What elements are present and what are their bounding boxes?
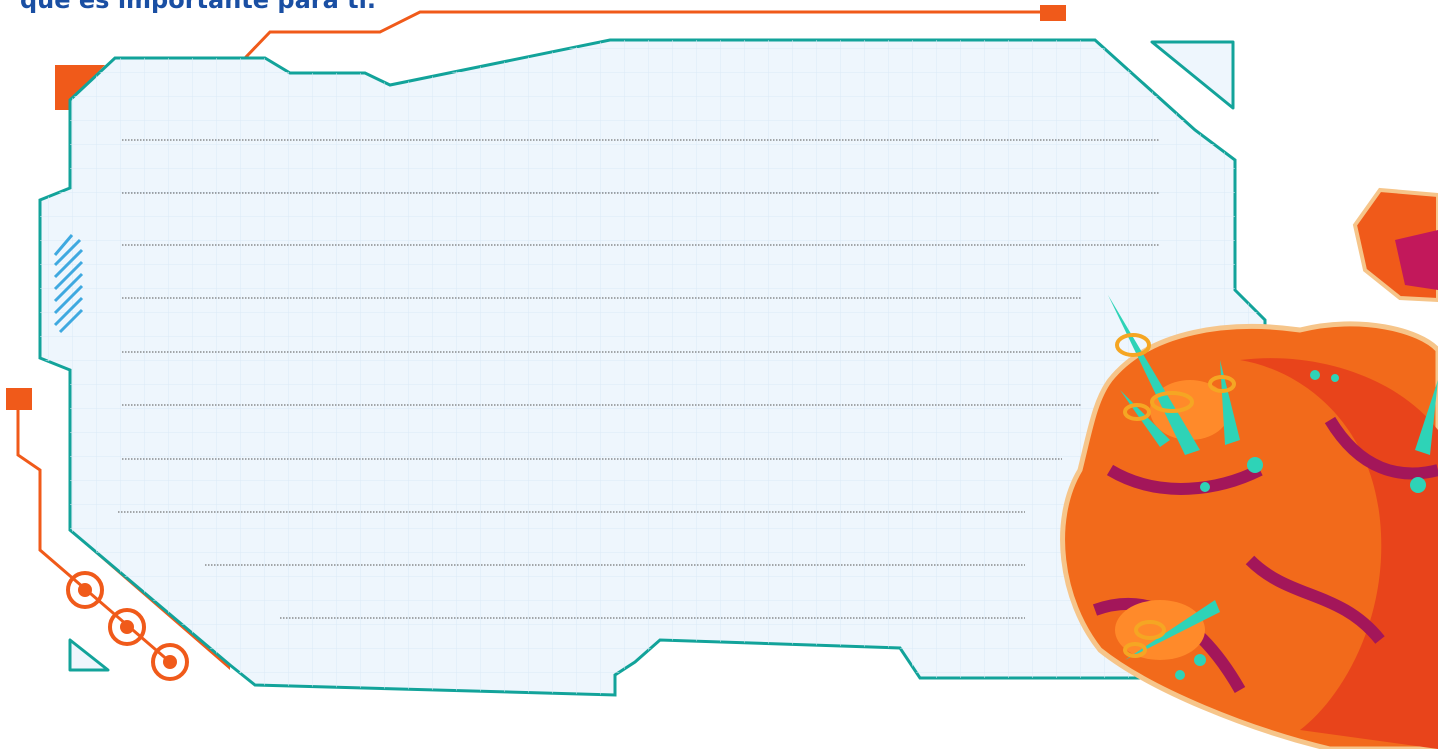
worksheet-frame [0,0,1438,749]
header-text: que es importante para ti. [20,0,376,14]
page: que es importante para ti. (() => { cons… [0,0,1438,749]
